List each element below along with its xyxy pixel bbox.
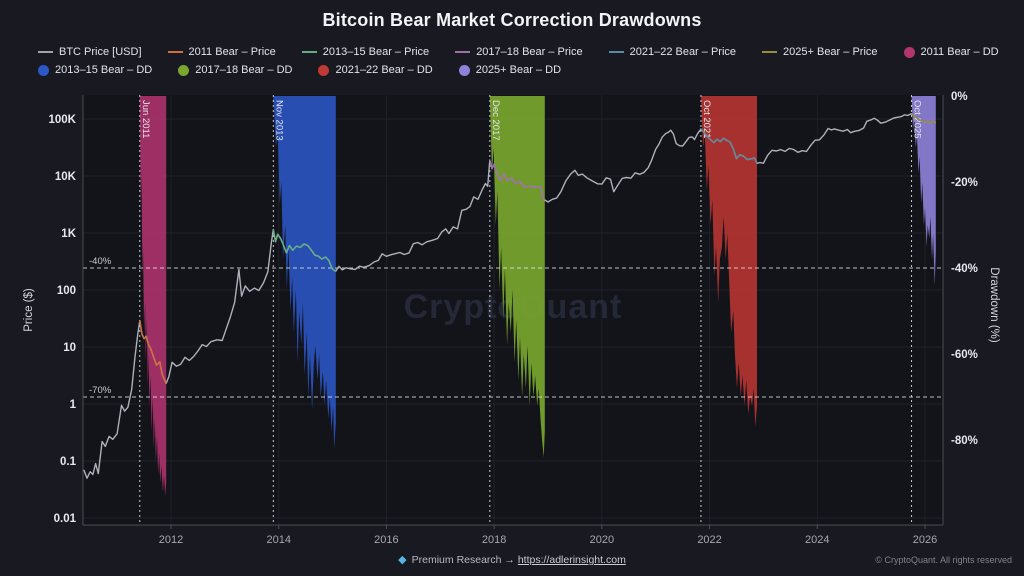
- dd-area-2025plus: [911, 96, 936, 286]
- legend-label: 2013–15 Bear – Price: [322, 46, 430, 58]
- price-axis-title: Price ($): [23, 288, 35, 332]
- bear-start-label-2017-18: Dec 2017: [490, 100, 501, 141]
- legend-label: 2017–18 Bear – DD: [195, 64, 293, 76]
- premium-research-text: Premium Research →: [411, 554, 515, 566]
- legend-item-2013-15-bear-price[interactable]: 2013–15 Bear – Price: [301, 46, 430, 58]
- line-swatch-icon: [455, 51, 471, 53]
- year-tick-label: 2016: [374, 534, 398, 546]
- footer-premium: ◆ Premium Research → https://adlerinsight…: [0, 553, 1024, 566]
- premium-research-link[interactable]: https://adlerinsight.com: [517, 554, 626, 566]
- line-swatch-icon: [167, 51, 183, 53]
- legend-label: 2013–15 Bear – DD: [55, 64, 153, 76]
- line-swatch-icon: [38, 51, 53, 53]
- price-tick-label: 0.01: [54, 513, 77, 525]
- threshold-label: -70%: [89, 385, 112, 396]
- legend-item-2011-bear-dd[interactable]: 2011 Bear – DD: [903, 46, 999, 58]
- legend-label: 2025+ Bear – DD: [475, 64, 562, 76]
- bear-price-line-2011: [139, 320, 167, 384]
- dot-swatch-icon: [458, 64, 470, 76]
- page-title: Bitcoin Bear Market Correction Drawdowns: [322, 10, 702, 30]
- bear-start-label-2025plus: Oct 2025: [912, 100, 923, 139]
- bear-price-line-2013-15: [272, 229, 337, 272]
- legend-label: 2025+ Bear – Price: [783, 46, 878, 58]
- legend-item-2013-15-bear-dd[interactable]: 2013–15 Bear – DD: [38, 64, 152, 76]
- copyright-text: © CryptoQuant. All rights reserved: [875, 555, 1012, 565]
- gem-icon: ◆: [398, 554, 407, 566]
- legend-item-2021-22-bear-dd[interactable]: 2021–22 Bear – DD: [318, 64, 433, 76]
- legend-label: 2011 Bear – Price: [188, 46, 276, 58]
- legend-item-2021-22-bear-price[interactable]: 2021–22 Bear – Price: [608, 46, 737, 58]
- bear-price-line-2017-18: [489, 159, 546, 201]
- legend-label: 2011 Bear – DD: [920, 46, 999, 58]
- legend-item-2011-bear-price[interactable]: 2011 Bear – Price: [167, 46, 276, 58]
- dot-swatch-icon: [178, 64, 190, 76]
- legend-item-btc-price-usd[interactable]: BTC Price [USD]: [38, 46, 142, 58]
- drawdown-tick-label: 0%: [951, 91, 968, 103]
- year-tick-label: 2022: [697, 534, 721, 546]
- legend-label: 2021–22 Bear – DD: [335, 64, 433, 76]
- dot-swatch-icon: [903, 46, 915, 58]
- cryptoquant-watermark: CryptoQuant: [404, 288, 623, 326]
- year-tick-label: 2012: [159, 534, 183, 546]
- dot-swatch-icon: [318, 64, 330, 76]
- price-tick-label: 0.1: [60, 456, 77, 468]
- year-tick-label: 2020: [590, 534, 614, 546]
- year-tick-label: 2024: [805, 534, 829, 546]
- bear-start-label-2011: Jun 2011: [140, 100, 151, 138]
- line-swatch-icon: [301, 51, 317, 53]
- dd-area-2021-22: [701, 96, 757, 428]
- price-tick-label: 1: [70, 399, 77, 411]
- drawdown-tick-label: -40%: [951, 263, 978, 275]
- year-tick-label: 2018: [482, 534, 506, 546]
- legend-item-2025+-bear-price[interactable]: 2025+ Bear – Price: [762, 46, 878, 58]
- legend-label: BTC Price [USD]: [59, 46, 142, 58]
- drawdown-axis-title: Drawdown (%): [988, 267, 1000, 343]
- year-tick-label: 2014: [266, 534, 290, 546]
- price-tick-label: 1K: [61, 228, 76, 240]
- line-swatch-icon: [608, 51, 624, 53]
- bear-start-label-2013-15: Nov 2013: [273, 100, 284, 141]
- legend-item-2017-18-bear-dd[interactable]: 2017–18 Bear – DD: [178, 64, 292, 76]
- line-swatch-icon: [762, 51, 778, 53]
- legend-label: 2021–22 Bear – Price: [629, 46, 737, 58]
- threshold-label: -40%: [89, 256, 112, 267]
- drawdown-tick-label: -60%: [951, 349, 978, 361]
- bear-price-line-2021-22: [700, 128, 758, 164]
- chart-legend: BTC Price [USD] 2011 Bear – Price 2013–15 …: [38, 44, 999, 80]
- legend-row-2: 2013–15 Bear – DD 2017–18 Bear – DD 2021–2…: [38, 62, 998, 78]
- price-tick-label: 100: [57, 285, 76, 297]
- legend-row-1: BTC Price [USD] 2011 Bear – Price 2013–15 …: [38, 44, 999, 60]
- price-tick-label: 100K: [49, 114, 77, 126]
- price-tick-label: 10: [63, 342, 76, 354]
- dot-swatch-icon: [38, 64, 49, 76]
- bear-price-line-2025plus: [910, 113, 937, 124]
- drawdown-tick-label: -20%: [951, 177, 978, 189]
- legend-item-2025+-bear-dd[interactable]: 2025+ Bear – DD: [458, 64, 562, 76]
- legend-item-2017-18-bear-price[interactable]: 2017–18 Bear – Price: [455, 46, 583, 58]
- price-tick-label: 10K: [55, 171, 77, 183]
- dd-area-2011: [139, 96, 167, 496]
- dd-area-2013-15: [273, 96, 336, 449]
- year-tick-label: 2026: [913, 534, 937, 546]
- drawdown-tick-label: -80%: [951, 435, 978, 447]
- legend-label: 2017–18 Bear – Price: [476, 46, 583, 58]
- bear-start-label-2021-22: Oct 2021: [701, 100, 712, 139]
